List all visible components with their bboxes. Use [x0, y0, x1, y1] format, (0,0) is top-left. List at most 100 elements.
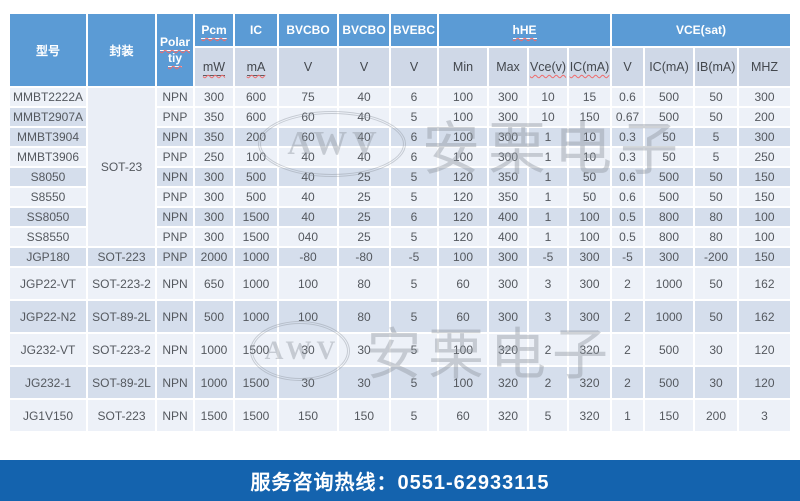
value-cell: 5 — [389, 186, 439, 208]
value-cell: 300 — [193, 186, 235, 208]
package-cell: SOT-89-2L — [86, 299, 157, 334]
pcm-label: Pcm — [201, 23, 227, 39]
value-cell: 150 — [736, 246, 793, 268]
package-cell: SOT-23 — [86, 86, 157, 248]
value-cell: 50 — [693, 186, 739, 208]
model-cell: SS8550 — [8, 226, 88, 248]
value-cell: 10 — [527, 86, 569, 108]
value-cell: 1000 — [233, 299, 279, 334]
value-cell: 100 — [736, 206, 793, 228]
col-header-model: 型号 — [8, 12, 88, 88]
value-cell: 80 — [693, 226, 739, 248]
value-cell: 5 — [389, 226, 439, 248]
subcol-mw: mW — [193, 46, 235, 88]
value-cell: 6 — [389, 146, 439, 168]
package-cell: SOT-223-2 — [86, 266, 157, 301]
value-cell: 1 — [527, 126, 569, 148]
icma-hfe-label: IC(mA) — [569, 60, 610, 74]
model-cell: S8050 — [8, 166, 88, 188]
value-cell: 0.5 — [610, 206, 645, 228]
transistor-spec-table: 型号 封装 Polar tiy Pcm IC BVCBO BVCBO BVEBC … — [8, 12, 793, 433]
value-cell: 500 — [233, 186, 279, 208]
value-cell: 1000 — [643, 299, 695, 334]
value-cell: 300 — [487, 86, 529, 108]
value-cell: 250 — [193, 146, 235, 168]
value-cell: 320 — [487, 332, 529, 367]
value-cell: 50 — [693, 299, 739, 334]
value-cell: 300 — [487, 106, 529, 128]
value-cell: 50 — [567, 166, 612, 188]
table-row: MMBT3904 NPN 350 200 60 40 6 100 300 1 10 0.3 50 5 300 — [8, 126, 793, 148]
polarity-cell: NPN — [155, 332, 195, 367]
value-cell: 100 — [437, 365, 489, 400]
value-cell: 30 — [693, 365, 739, 400]
value-cell: 30 — [337, 365, 391, 400]
value-cell: 100 — [437, 126, 489, 148]
model-cell: MMBT2222A — [8, 86, 88, 108]
subcol-v1: V — [277, 46, 339, 88]
value-cell: 300 — [193, 166, 235, 188]
value-cell: 1500 — [233, 226, 279, 248]
value-cell: 300 — [643, 246, 695, 268]
package-cell: SOT-223-2 — [86, 332, 157, 367]
value-cell: 5 — [693, 146, 739, 168]
value-cell: 2 — [610, 365, 645, 400]
value-cell: 6 — [389, 206, 439, 228]
value-cell: 5 — [389, 365, 439, 400]
value-cell: 1 — [527, 166, 569, 188]
value-cell: 50 — [693, 166, 739, 188]
table-row: JG1V150 SOT-223 NPN 1500 1500 150 150 5 60 320 5 32… — [8, 398, 793, 433]
table-row: JGP22-VT SOT-223-2 NPN 650 1000 100 80 5 60 300 3 3… — [8, 266, 793, 301]
value-cell: 25 — [337, 206, 391, 228]
hfe-label: hHE — [512, 23, 537, 39]
value-cell: 40 — [277, 166, 339, 188]
value-cell: 320 — [567, 398, 612, 433]
value-cell: 120 — [736, 332, 793, 367]
table-row: SS8050 NPN 300 1500 40 25 6 120 400 1 100 0.5 800 80 1… — [8, 206, 793, 228]
value-cell: 6 — [389, 126, 439, 148]
value-cell: 600 — [233, 86, 279, 108]
value-cell: 2 — [527, 365, 569, 400]
polarity-cell: NPN — [155, 206, 195, 228]
value-cell: 150 — [277, 398, 339, 433]
value-cell: 300 — [736, 126, 793, 148]
value-cell: 200 — [693, 398, 739, 433]
value-cell: 2 — [527, 332, 569, 367]
package-cell: SOT-223 — [86, 246, 157, 268]
value-cell: 350 — [487, 186, 529, 208]
value-cell: 0.5 — [610, 226, 645, 248]
value-cell: 50 — [567, 186, 612, 208]
value-cell: 3 — [736, 398, 793, 433]
value-cell: 40 — [277, 186, 339, 208]
value-cell: 350 — [487, 166, 529, 188]
value-cell: 40 — [277, 146, 339, 168]
col-header-bvebc: BVEBC — [389, 12, 439, 48]
value-cell: 0.6 — [610, 166, 645, 188]
value-cell: 120 — [437, 226, 489, 248]
value-cell: 300 — [193, 226, 235, 248]
value-cell: 15 — [567, 86, 612, 108]
col-header-bvcbo-2: BVCBO — [337, 12, 391, 48]
value-cell: 500 — [193, 299, 235, 334]
value-cell: 60 — [277, 126, 339, 148]
value-cell: 5 — [389, 166, 439, 188]
value-cell: 1000 — [233, 246, 279, 268]
table-row: SS8550 PNP 300 1500 040 25 5 120 400 1 100 0.5 800 80… — [8, 226, 793, 248]
value-cell: 0.3 — [610, 146, 645, 168]
value-cell: 100 — [277, 299, 339, 334]
value-cell: 300 — [193, 206, 235, 228]
value-cell: -5 — [610, 246, 645, 268]
value-cell: 60 — [437, 398, 489, 433]
value-cell: 120 — [437, 186, 489, 208]
value-cell: 25 — [337, 226, 391, 248]
polarity-cell: NPN — [155, 166, 195, 188]
value-cell: 320 — [567, 365, 612, 400]
value-cell: 30 — [693, 332, 739, 367]
model-cell: MMBT2907A — [8, 106, 88, 128]
table-header: 型号 封装 Polar tiy Pcm IC BVCBO BVCBO BVEBC … — [8, 12, 793, 88]
value-cell: 50 — [693, 86, 739, 108]
table-body: MMBT2222A SOT-23 NPN 300 600 75 40 6 100 300 10 15 0… — [8, 86, 793, 433]
value-cell: 2000 — [193, 246, 235, 268]
value-cell: 10 — [567, 126, 612, 148]
value-cell: 10 — [567, 146, 612, 168]
